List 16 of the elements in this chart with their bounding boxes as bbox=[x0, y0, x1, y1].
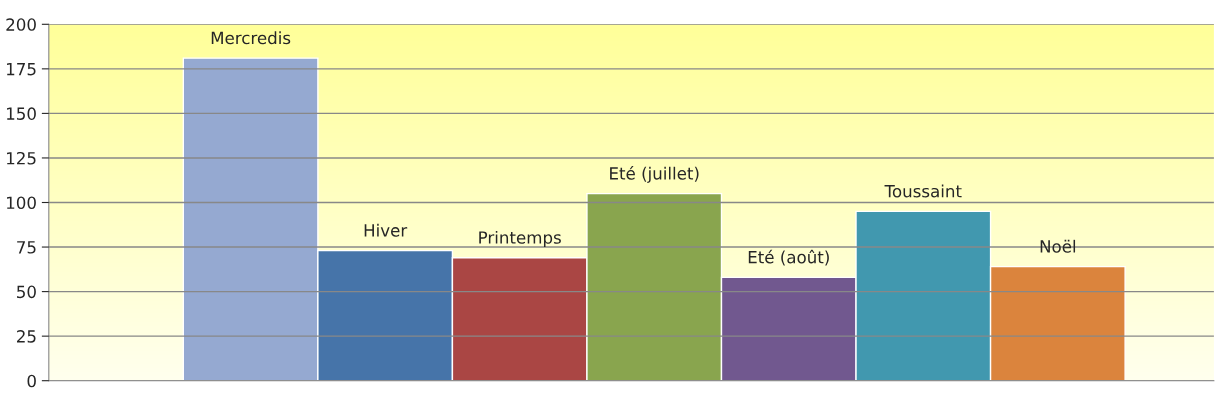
x-tick-label: Eté (juillet) bbox=[610, 166, 699, 183]
x-tick-label: Toussaint bbox=[884, 184, 962, 198]
x-tick-label: Noël bbox=[1040, 239, 1076, 253]
x-tick-label: Printemps bbox=[479, 230, 561, 248]
x-tick-label: Eté (août) bbox=[748, 249, 829, 266]
y-tick-label: 175 bbox=[7, 63, 36, 76]
y-tick-label: 0 bbox=[27, 374, 36, 388]
y-tick-label: 50 bbox=[17, 285, 36, 299]
y-tick-label: 150 bbox=[7, 107, 36, 120]
y-tick-label: 200 bbox=[6, 18, 36, 31]
y-tick-label: 100 bbox=[7, 196, 36, 210]
y-tick-label: 125 bbox=[7, 151, 36, 165]
x-tick-label: Hiver bbox=[364, 223, 408, 237]
x-tick-label: Mercredis bbox=[211, 31, 291, 45]
y-tick-label: 75 bbox=[17, 241, 36, 254]
y-tick-label: 25 bbox=[17, 330, 36, 343]
